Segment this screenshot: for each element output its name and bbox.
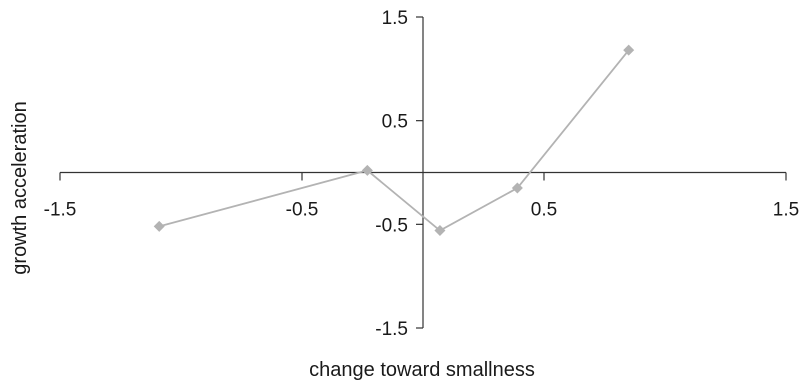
data-point-marker [511, 182, 523, 194]
x-tick-label: -1.5 [44, 200, 77, 221]
data-point-marker [434, 225, 446, 237]
y-tick-label: -0.5 [375, 215, 408, 236]
series-line [158, 49, 630, 232]
x-tick-label: 0.5 [531, 200, 557, 221]
y-tick-label: 1.5 [382, 8, 408, 29]
x-tick-label: 1.5 [773, 200, 799, 221]
y-tick-label: 0.5 [382, 112, 408, 133]
ticks [59, 16, 787, 329]
data-point-marker [153, 220, 165, 232]
y-axis-title: growth acceleration [9, 101, 31, 274]
x-tick-label: -0.5 [286, 200, 319, 221]
data-point-marker [623, 44, 635, 56]
tick-labels: -1.5 -0.5 0.5 1.5 1.5 0.5 -0.5 -1.5 [44, 8, 800, 340]
series-layer [153, 44, 635, 237]
y-tick-label: -1.5 [375, 319, 408, 340]
axes [60, 17, 786, 328]
data-point-marker [361, 164, 373, 176]
x-axis-title: change toward smallness [309, 359, 535, 381]
